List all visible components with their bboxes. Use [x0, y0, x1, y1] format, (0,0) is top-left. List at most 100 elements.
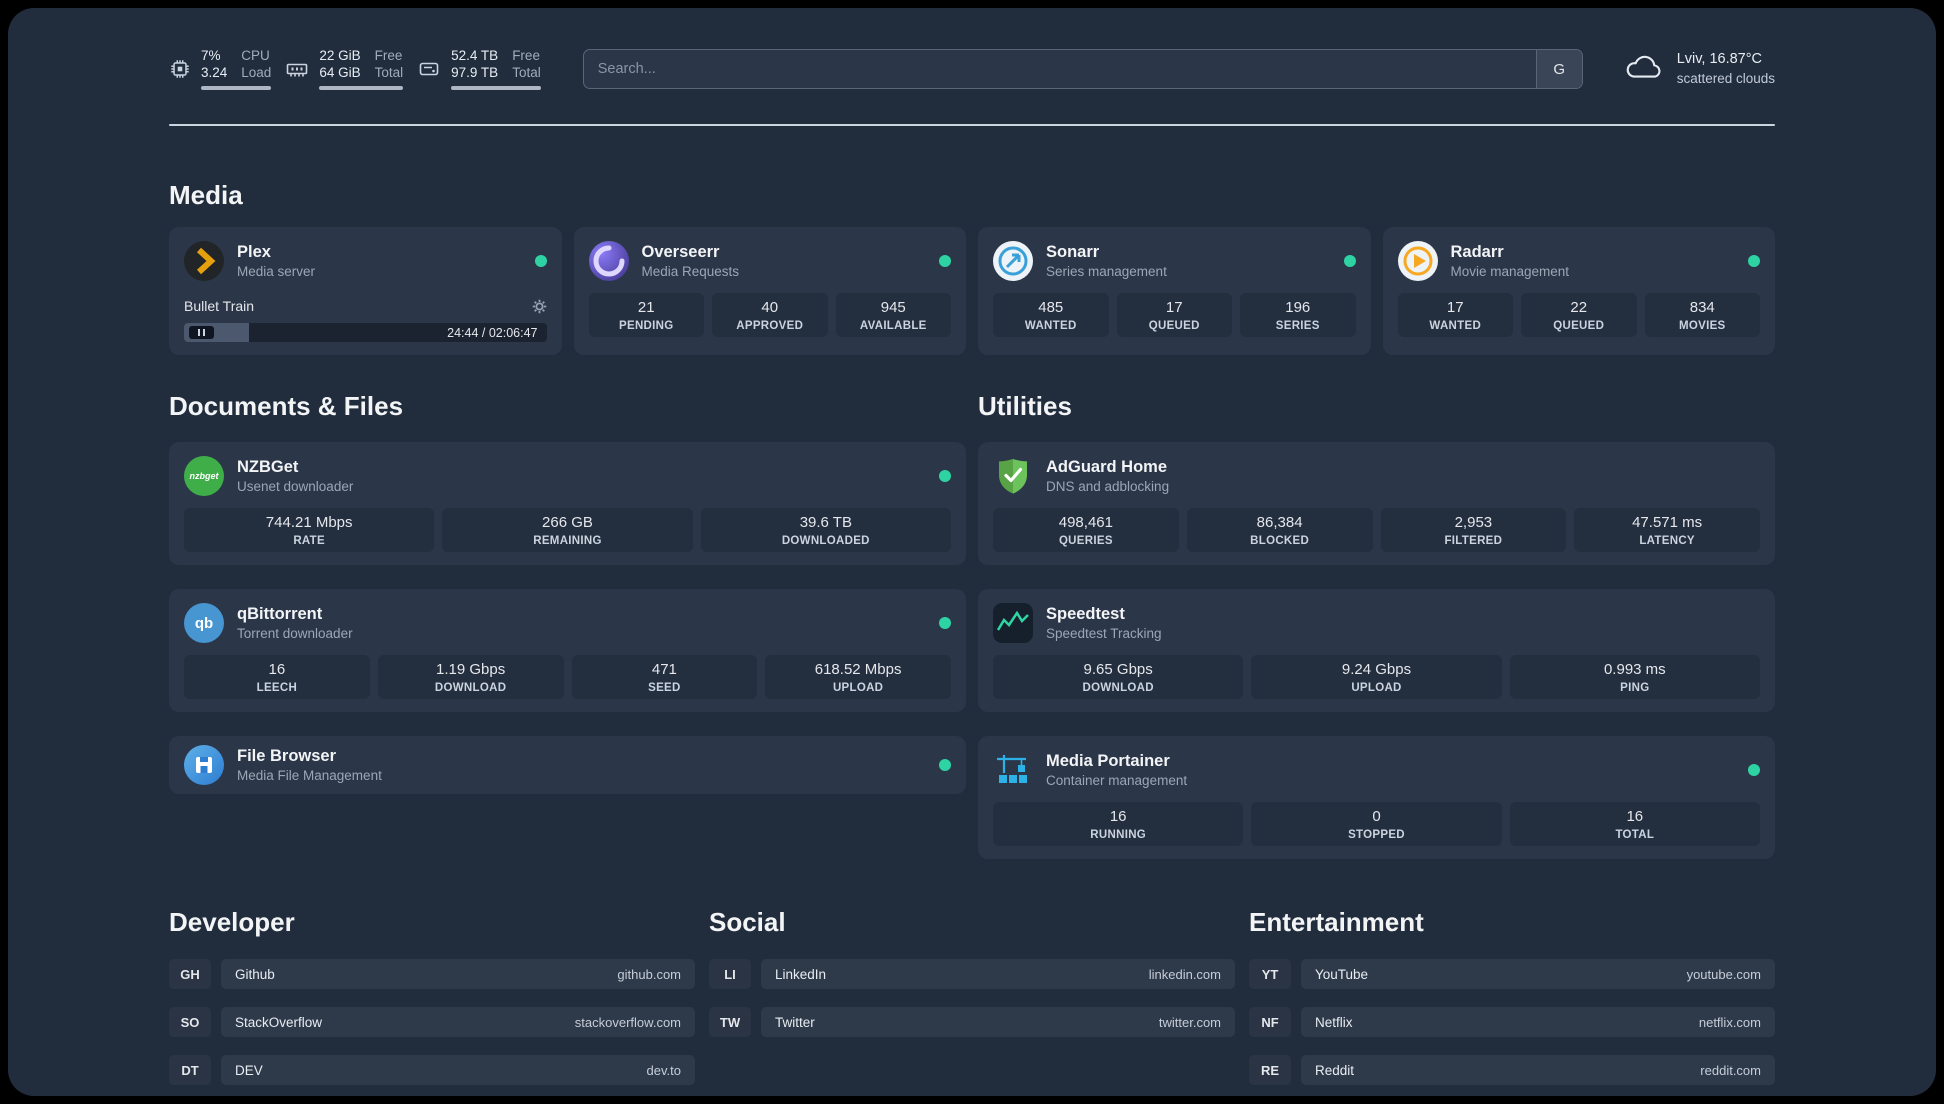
- disk-value: 52.4 TB: [451, 47, 499, 63]
- stat-tile: 16 RUNNING: [993, 802, 1244, 846]
- bookmark-abbr: DT: [169, 1055, 211, 1085]
- ram-sub: 64 GiB: [319, 64, 361, 80]
- stat-label: WANTED: [1429, 319, 1482, 332]
- service-name: Radarr: [1450, 242, 1504, 261]
- disk-label-top: Free: [512, 47, 540, 63]
- cpu-label-bottom: Load: [241, 64, 272, 80]
- stat-tile: 16 LEECH: [184, 655, 370, 699]
- stat-value: 0.993 ms: [1603, 661, 1666, 678]
- cloud-icon: [1623, 52, 1665, 87]
- topbar-divider: [169, 124, 1775, 126]
- service-name: Overseerr: [641, 242, 720, 261]
- service-card-filebrowser[interactable]: File Browser Media File Management: [169, 736, 966, 794]
- stat-value: 86,384: [1256, 514, 1303, 531]
- service-card-nzbget[interactable]: nzbget NZBGet Usenet downloader 744.21 M…: [169, 442, 966, 565]
- stat-label: FILTERED: [1444, 534, 1503, 547]
- dashboard: 7% 3.24 CPU Load 22 GiB 64 GiB Free Total: [8, 8, 1936, 1096]
- stat-tile: 40 APPROVED: [712, 293, 828, 337]
- stat-tile: 16 TOTAL: [1509, 802, 1760, 846]
- service-card-radarr[interactable]: Radarr Movie management 17 WANTED 22 QUEUE…: [1382, 227, 1775, 355]
- stat-tile: 485 WANTED: [993, 293, 1109, 337]
- stat-label: STOPPED: [1348, 828, 1405, 841]
- qbittorrent-icon: qb: [184, 603, 224, 643]
- disk-icon: [417, 57, 441, 81]
- stat-label: RATE: [293, 534, 325, 547]
- stat-value: 9.65 Gbps: [1083, 661, 1153, 678]
- service-card-plex[interactable]: Plex Media server Bullet Train: [169, 227, 562, 355]
- stat-label: RUNNING: [1090, 828, 1147, 841]
- bookmark-reddit[interactable]: RE Reddit reddit.com: [1249, 1055, 1775, 1085]
- stat-label: REMAINING: [533, 534, 602, 547]
- stat-label: BLOCKED: [1250, 534, 1310, 547]
- disk-label-bottom: Total: [512, 64, 541, 80]
- stat-label: WANTED: [1024, 319, 1077, 332]
- bookmark-linkedin[interactable]: LI LinkedIn linkedin.com: [709, 959, 1235, 989]
- section-heading-utilities: Utilities: [978, 391, 1072, 421]
- service-name: AdGuard Home: [1046, 457, 1168, 476]
- bookmark-dev[interactable]: DT DEV dev.to: [169, 1055, 695, 1085]
- stat-value: 196: [1285, 299, 1311, 316]
- bookmark-github[interactable]: GH Github github.com: [169, 959, 695, 989]
- pause-button[interactable]: [189, 326, 214, 339]
- stat-tile: 471 SEED: [571, 655, 758, 699]
- service-card-sonarr[interactable]: Sonarr Series management 485 WANTED 17 QUE…: [978, 227, 1371, 355]
- section-documents: Documents & Files nzbget NZBGet Usenet d…: [169, 391, 966, 859]
- service-subtitle: Usenet downloader: [237, 478, 354, 494]
- stat-value: 744.21 Mbps: [265, 514, 353, 531]
- stat-value: 618.52 Mbps: [814, 661, 902, 678]
- service-card-speedtest[interactable]: Speedtest Speedtest Tracking 9.65 Gbps DO…: [978, 589, 1775, 712]
- stat-label: DOWNLOADED: [781, 534, 870, 547]
- bookmark-stackoverflow[interactable]: SO StackOverflow stackoverflow.com: [169, 1007, 695, 1037]
- bookmark-url: netflix.com: [1698, 1014, 1761, 1030]
- stat-value: 1.19 Gbps: [436, 661, 506, 678]
- cpu-label-top: CPU: [241, 47, 270, 63]
- service-subtitle: Movie management: [1450, 263, 1570, 279]
- status-dot: [1748, 255, 1760, 267]
- bookmark-netflix[interactable]: NF Netflix netflix.com: [1249, 1007, 1775, 1037]
- gear-icon[interactable]: [532, 299, 547, 314]
- weather-widget: Lviv, 16.87°C scattered clouds: [1623, 50, 1775, 88]
- search-provider-button[interactable]: G: [1535, 50, 1582, 88]
- stat-label: SERIES: [1275, 319, 1320, 332]
- speedtest-icon: [993, 603, 1033, 643]
- section-utilities: Utilities AdGuard Home: [978, 391, 1775, 859]
- bookmark-abbr: LI: [709, 959, 751, 989]
- stat-value: 16: [1626, 808, 1644, 825]
- stat-value: 266 GB: [542, 514, 593, 531]
- stat-tile: 196 SERIES: [1240, 293, 1356, 337]
- cpu-sub: 3.24: [201, 64, 228, 80]
- service-card-overseerr[interactable]: Overseerr Media Requests 21 PENDING 40 APP…: [573, 227, 966, 355]
- stat-value: 2,953: [1454, 514, 1493, 531]
- section-heading-documents: Documents & Files: [169, 391, 404, 421]
- stat-tile: 17 WANTED: [1397, 293, 1513, 337]
- stat-tile: 744.21 Mbps RATE: [184, 508, 435, 552]
- stat-label: QUERIES: [1058, 534, 1113, 547]
- bookmark-group-entertainment: Entertainment YT YouTube youtube.com NF N…: [1249, 907, 1775, 1085]
- stat-tile: 498,461 QUERIES: [993, 508, 1179, 552]
- seek-bar[interactable]: 24:44 / 02:06:47: [184, 323, 547, 342]
- radarr-icon: [1397, 241, 1438, 281]
- cpu-icon: [169, 58, 191, 80]
- stat-tile: 9.65 Gbps DOWNLOAD: [993, 655, 1244, 699]
- bookmark-youtube[interactable]: YT YouTube youtube.com: [1249, 959, 1775, 989]
- bookmark-twitter[interactable]: TW Twitter twitter.com: [709, 1007, 1235, 1037]
- service-subtitle: Speedtest Tracking: [1046, 625, 1162, 641]
- service-card-portainer[interactable]: Media Portainer Container management 16 R…: [978, 736, 1775, 859]
- status-dot: [939, 617, 951, 629]
- weather-condition: scattered clouds: [1676, 70, 1775, 86]
- service-card-qbittorrent[interactable]: qb qBittorrent Torrent downloader 16 LEEC…: [169, 589, 966, 712]
- bookmark-url: linkedin.com: [1148, 966, 1221, 982]
- stat-value: 16: [268, 661, 286, 678]
- adguard-icon: [993, 456, 1033, 496]
- service-card-adguard[interactable]: AdGuard Home DNS and adblocking 498,461 Q…: [978, 442, 1775, 565]
- stat-value: 9.24 Gbps: [1341, 661, 1412, 678]
- ram-widget: 22 GiB 64 GiB Free Total: [285, 48, 404, 91]
- bookmark-name: Twitter: [775, 1014, 815, 1030]
- stat-label: SEED: [648, 681, 681, 694]
- stat-value: 39.6 TB: [799, 514, 852, 531]
- stat-value: 40: [761, 299, 779, 316]
- bookmark-name: DEV: [235, 1062, 263, 1078]
- search-input[interactable]: [582, 49, 1583, 89]
- section-heading-entertainment: Entertainment: [1249, 907, 1424, 937]
- bookmark-url: youtube.com: [1686, 966, 1761, 982]
